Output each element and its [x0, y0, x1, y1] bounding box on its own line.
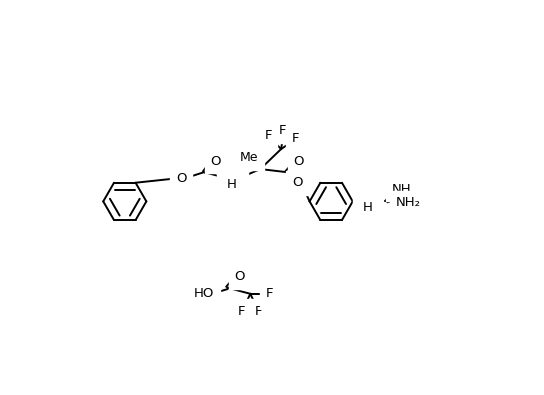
- Text: F: F: [292, 132, 300, 145]
- Text: HO: HO: [194, 287, 214, 300]
- Text: O: O: [292, 177, 302, 190]
- Text: F: F: [255, 305, 263, 318]
- Text: F: F: [264, 130, 272, 143]
- Text: F: F: [279, 124, 286, 137]
- Text: NH: NH: [358, 195, 378, 208]
- Text: H: H: [362, 201, 372, 214]
- Text: H: H: [227, 178, 237, 191]
- Text: O: O: [211, 155, 221, 168]
- Text: O: O: [294, 155, 304, 168]
- Text: NH₂: NH₂: [395, 196, 421, 209]
- Text: NH: NH: [223, 172, 243, 185]
- Text: F: F: [238, 305, 245, 318]
- Text: F: F: [266, 287, 273, 300]
- Text: NH: NH: [392, 182, 411, 196]
- Text: O: O: [176, 172, 186, 185]
- Text: Me: Me: [239, 151, 258, 164]
- Text: O: O: [234, 270, 245, 283]
